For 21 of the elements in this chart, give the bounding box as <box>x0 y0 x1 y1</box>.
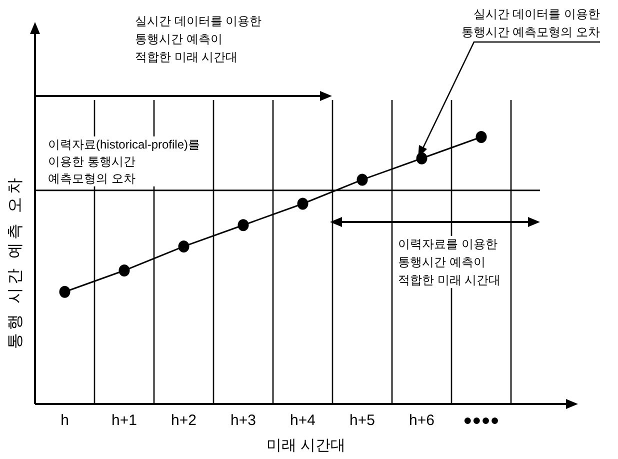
x-tick-label: h+1 <box>112 412 137 429</box>
x-axis-title: 미래 시간대 <box>266 437 346 454</box>
point <box>238 219 249 232</box>
point <box>356 174 368 186</box>
point <box>118 264 130 276</box>
x-tick-label: h+2 <box>171 412 196 429</box>
x-tick-label: h+5 <box>350 412 375 429</box>
x-tick-label: h+4 <box>290 412 316 429</box>
point <box>297 198 308 210</box>
text: 실시간 데이터를 이용한 통행시간 예측이 적합한 미래 시간대 <box>135 14 262 64</box>
text: 실시간 데이터를 이용한 통행시간 예측모형의 오차 <box>461 7 600 39</box>
point <box>178 240 190 252</box>
x-tick-label: ●●●● <box>463 412 500 429</box>
annotation: 이력자료를 이용한 통행시간 예측이 적합한 미래 시간대 <box>398 237 501 287</box>
point <box>476 131 487 143</box>
x-tick-label: h+6 <box>409 412 434 429</box>
x-tick-label: h+3 <box>230 412 256 429</box>
x-tick-label: h <box>60 412 69 429</box>
point <box>59 286 70 298</box>
ref-line-label: 이력자료(historical-profile)를 이용한 통행시간 예측모형의 오차 <box>48 137 200 186</box>
y-axis-title: 통행 시간 예측 오차 <box>7 174 24 350</box>
